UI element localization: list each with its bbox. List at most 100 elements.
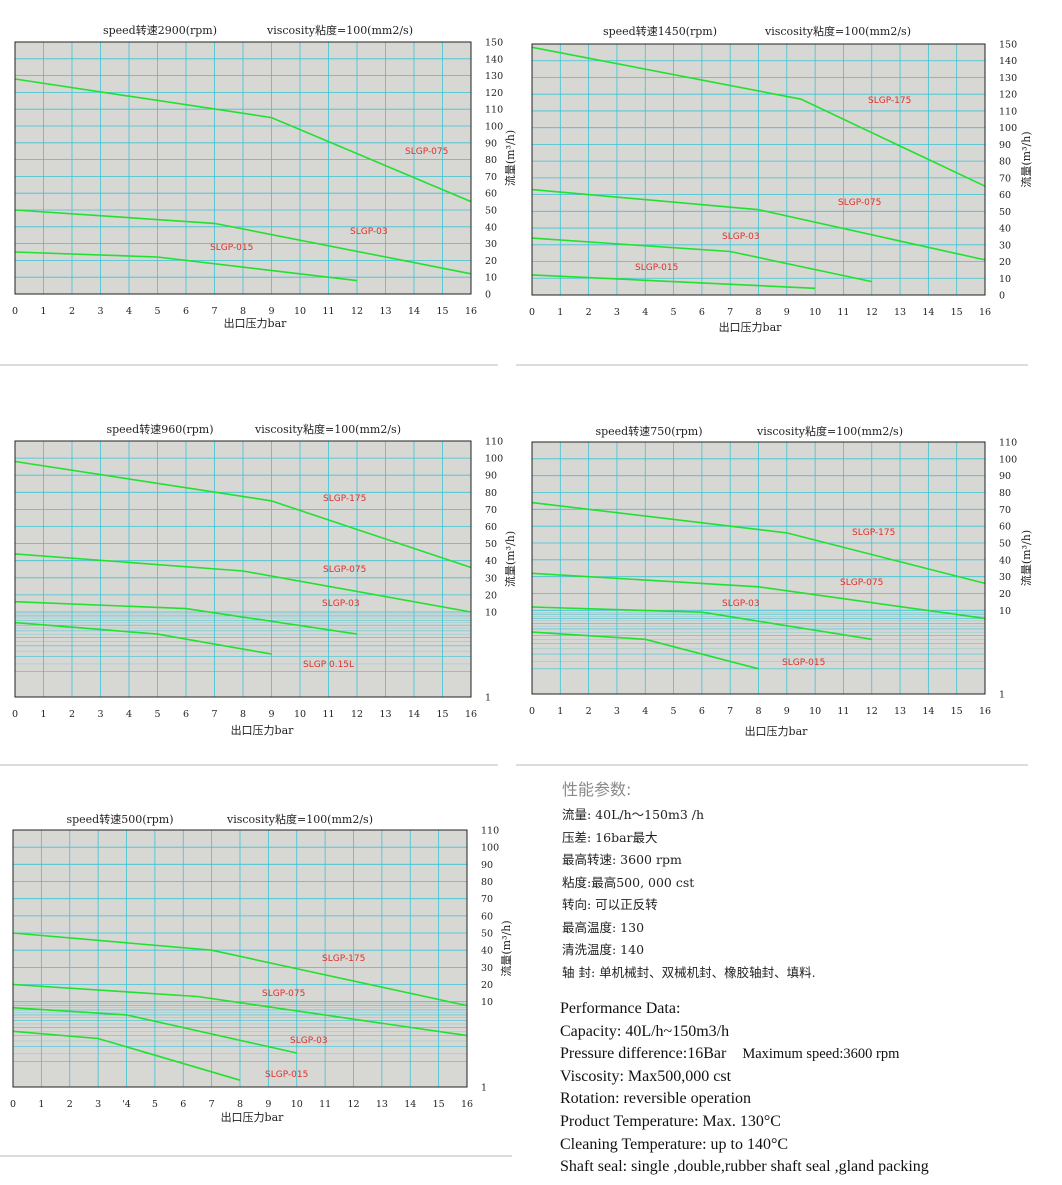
series-line-slgp-015 xyxy=(531,631,759,670)
x-tick-label: 3 xyxy=(614,307,620,318)
x-tick-label: 14 xyxy=(404,1099,416,1110)
performance-en-line: Cleaning Temperature: up to 140°C xyxy=(560,1135,789,1153)
x-tick-label: 10 xyxy=(291,1099,303,1110)
chart-title-viscosity: viscosity粘度=100(mm2/s) xyxy=(254,422,401,436)
x-tick-label: 10 xyxy=(294,709,306,720)
x-tick-label: 10 xyxy=(294,306,306,317)
y-axis-label: 流量(m³/h) xyxy=(503,130,517,186)
x-tick-label: 7 xyxy=(209,1099,215,1110)
y-tick-label: 70 xyxy=(485,172,497,183)
performance-cn-line: 压差: 16bar最大 xyxy=(562,829,658,845)
x-tick-label: 7 xyxy=(727,706,733,717)
series-label: SLGP-175 xyxy=(322,954,365,964)
y-tick-label: 20 xyxy=(999,589,1011,600)
performance-en-max-speed: Maximum speed:3600 rpm xyxy=(742,1046,900,1063)
y-axis-label: 流量(m³/h) xyxy=(1019,530,1033,586)
x-tick-label: 11 xyxy=(322,306,334,317)
y-tick-label: 100 xyxy=(485,454,503,465)
x-axis-label: 出口压力bar xyxy=(231,723,295,737)
performance-en-title: Performance Data: xyxy=(560,1000,681,1017)
separator xyxy=(516,764,1028,766)
x-tick-label: 12 xyxy=(351,306,363,317)
series-label: SLGP-015 xyxy=(265,1070,308,1080)
x-tick-label: 3 xyxy=(614,706,620,717)
x-tick-label: 5 xyxy=(154,709,160,720)
performance-en-line: Rotation: reversible operation xyxy=(560,1090,752,1108)
series-line-slgp-03 xyxy=(14,209,472,275)
y-tick-label: 90 xyxy=(485,138,497,149)
y-tick-label: 50 xyxy=(999,207,1011,218)
y-axis-label: 流量(m³/h) xyxy=(1019,131,1033,187)
performance-en-pressure-row: Pressure difference:16Bar Maximum speed:… xyxy=(560,1043,1050,1066)
x-tick-label: 8 xyxy=(755,706,761,717)
chart-title-speed: speed转速2900(rpm) xyxy=(103,23,217,37)
y-tick-label: 140 xyxy=(999,56,1017,67)
x-tick-label: 13 xyxy=(376,1099,388,1110)
y-tick-label: 10 xyxy=(485,273,497,284)
y-tick-label: 100 xyxy=(481,843,499,854)
x-tick-label: 15 xyxy=(433,1099,445,1110)
y-tick-label: 80 xyxy=(485,488,497,499)
x-tick-label: 4 xyxy=(642,307,648,318)
x-tick-label: 16 xyxy=(465,709,477,720)
x-tick-label: 8 xyxy=(755,307,761,318)
x-tick-label: 2 xyxy=(69,306,75,317)
performance-en-capacity: Capacity: 40L/h~150m3/h xyxy=(560,1022,730,1040)
y-tick-label: 60 xyxy=(485,189,497,200)
y-tick-label: 30 xyxy=(999,240,1011,251)
chart-title-speed: speed转速750(rpm) xyxy=(595,424,702,438)
series-label: SLGP-015 xyxy=(782,658,825,668)
y-tick-label: 90 xyxy=(485,471,497,482)
x-tick-label: 6 xyxy=(180,1099,186,1110)
y-tick-label: 100 xyxy=(999,454,1017,465)
chart-title-speed: speed转速500(rpm) xyxy=(66,812,173,826)
y-tick-label: 70 xyxy=(481,894,493,905)
y-tick-label: 140 xyxy=(485,54,503,65)
y-tick-label: 110 xyxy=(485,105,503,116)
y-tick-label: 60 xyxy=(481,911,493,922)
plot-border xyxy=(531,441,986,695)
performance-cn-line: 轴 封: 单机械封、双械机封、橡胶轴封、填料. xyxy=(562,964,816,980)
y-tick-label: 110 xyxy=(999,106,1017,117)
chart-title-viscosity: viscosity粘度=100(mm2/s) xyxy=(756,424,903,438)
x-tick-label: 16 xyxy=(979,706,991,717)
x-tick-label: 2 xyxy=(67,1099,73,1110)
series-label: SLGP-015 xyxy=(635,263,678,273)
performance-cn-list: 流量: 40L/h～150m3 /h 压差: 16bar最大 最高转速: 360… xyxy=(560,804,1050,984)
series-line-slgp-03 xyxy=(12,1006,297,1054)
series-line-slgp-175 xyxy=(531,46,986,187)
x-tick-label: 6 xyxy=(183,709,189,720)
y-tick-label: 90 xyxy=(999,140,1011,151)
series-label: SLGP-075 xyxy=(262,989,305,999)
x-axis-label: 出口压力bar xyxy=(224,316,288,330)
plot-border xyxy=(12,829,468,1088)
series-line-slgp-0.15l xyxy=(14,621,272,655)
x-tick-label: 8 xyxy=(237,1099,243,1110)
y-tick-label: 130 xyxy=(485,71,503,82)
series-label: SLGP-075 xyxy=(840,578,883,588)
x-tick-label: 11 xyxy=(837,706,849,717)
x-tick-label: 5 xyxy=(671,307,677,318)
y-tick-label: 130 xyxy=(999,73,1017,84)
y-tick-label: 120 xyxy=(485,88,503,99)
y-tick-label: 0 xyxy=(999,291,1005,302)
x-tick-label: 7 xyxy=(727,307,733,318)
x-tick-label: 1 xyxy=(40,709,46,720)
x-tick-label: 11 xyxy=(322,709,334,720)
y-tick-label: 20 xyxy=(999,257,1011,268)
series-line-slgp-075 xyxy=(531,188,986,261)
performance-en-pressure: Pressure difference:16Bar xyxy=(560,1045,727,1063)
performance-panel: 性能参数: 流量: 40L/h～150m3 /h 压差: 16bar最大 最高转… xyxy=(560,776,1050,1179)
y-tick-label: 10 xyxy=(999,606,1011,617)
x-tick-label: 1 xyxy=(38,1099,44,1110)
y-tick-label: 40 xyxy=(999,555,1011,566)
x-tick-label: 14 xyxy=(408,709,420,720)
x-tick-label: 5 xyxy=(154,306,160,317)
y-tick-label: 120 xyxy=(999,90,1017,101)
series-label: SLGP-075 xyxy=(838,198,881,208)
performance-cn-line: 粘度:最高500, 000 cst xyxy=(562,874,695,890)
y-tick-label: 70 xyxy=(999,173,1011,184)
x-tick-label: 11 xyxy=(319,1099,331,1110)
y-tick-label: 110 xyxy=(999,438,1017,449)
x-tick-label: 1 xyxy=(557,307,563,318)
